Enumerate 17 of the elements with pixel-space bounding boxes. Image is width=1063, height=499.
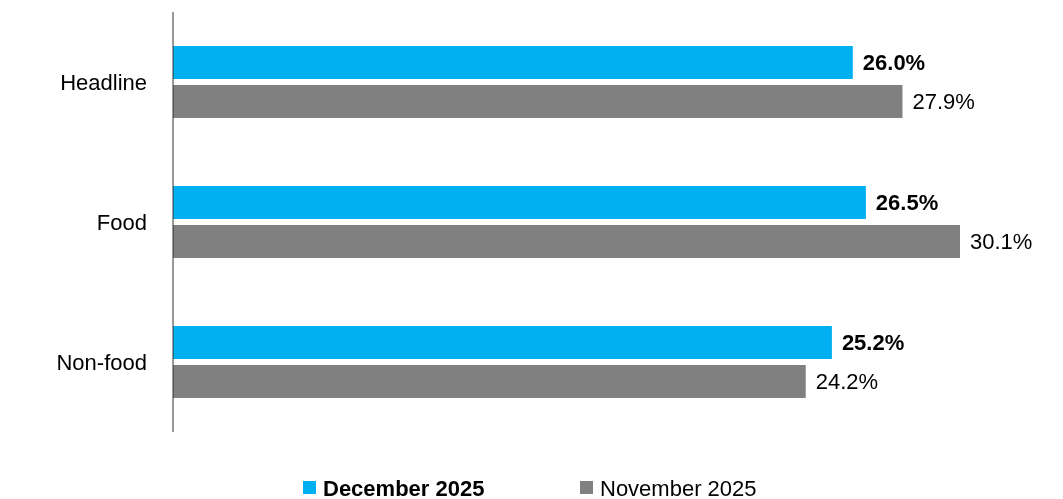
bar	[173, 85, 903, 118]
data-label: 27.9%	[912, 89, 975, 115]
data-label: 25.2%	[841, 330, 905, 356]
y-tick-label: Non-food	[56, 349, 147, 375]
data-label: 30.1%	[970, 229, 1033, 255]
bar	[173, 225, 960, 258]
bar	[173, 186, 866, 219]
legend-label: December 2025	[323, 475, 485, 499]
data-label: 26.5%	[875, 190, 939, 216]
y-tick-label: Headline	[60, 69, 147, 95]
bar	[173, 365, 806, 398]
bar	[173, 326, 832, 359]
bar	[173, 46, 853, 79]
data-label: 24.2%	[815, 369, 879, 395]
data-label: 26.0%	[862, 50, 926, 76]
y-tick-label: Food	[96, 209, 147, 235]
legend-label: November 2025	[600, 475, 757, 499]
